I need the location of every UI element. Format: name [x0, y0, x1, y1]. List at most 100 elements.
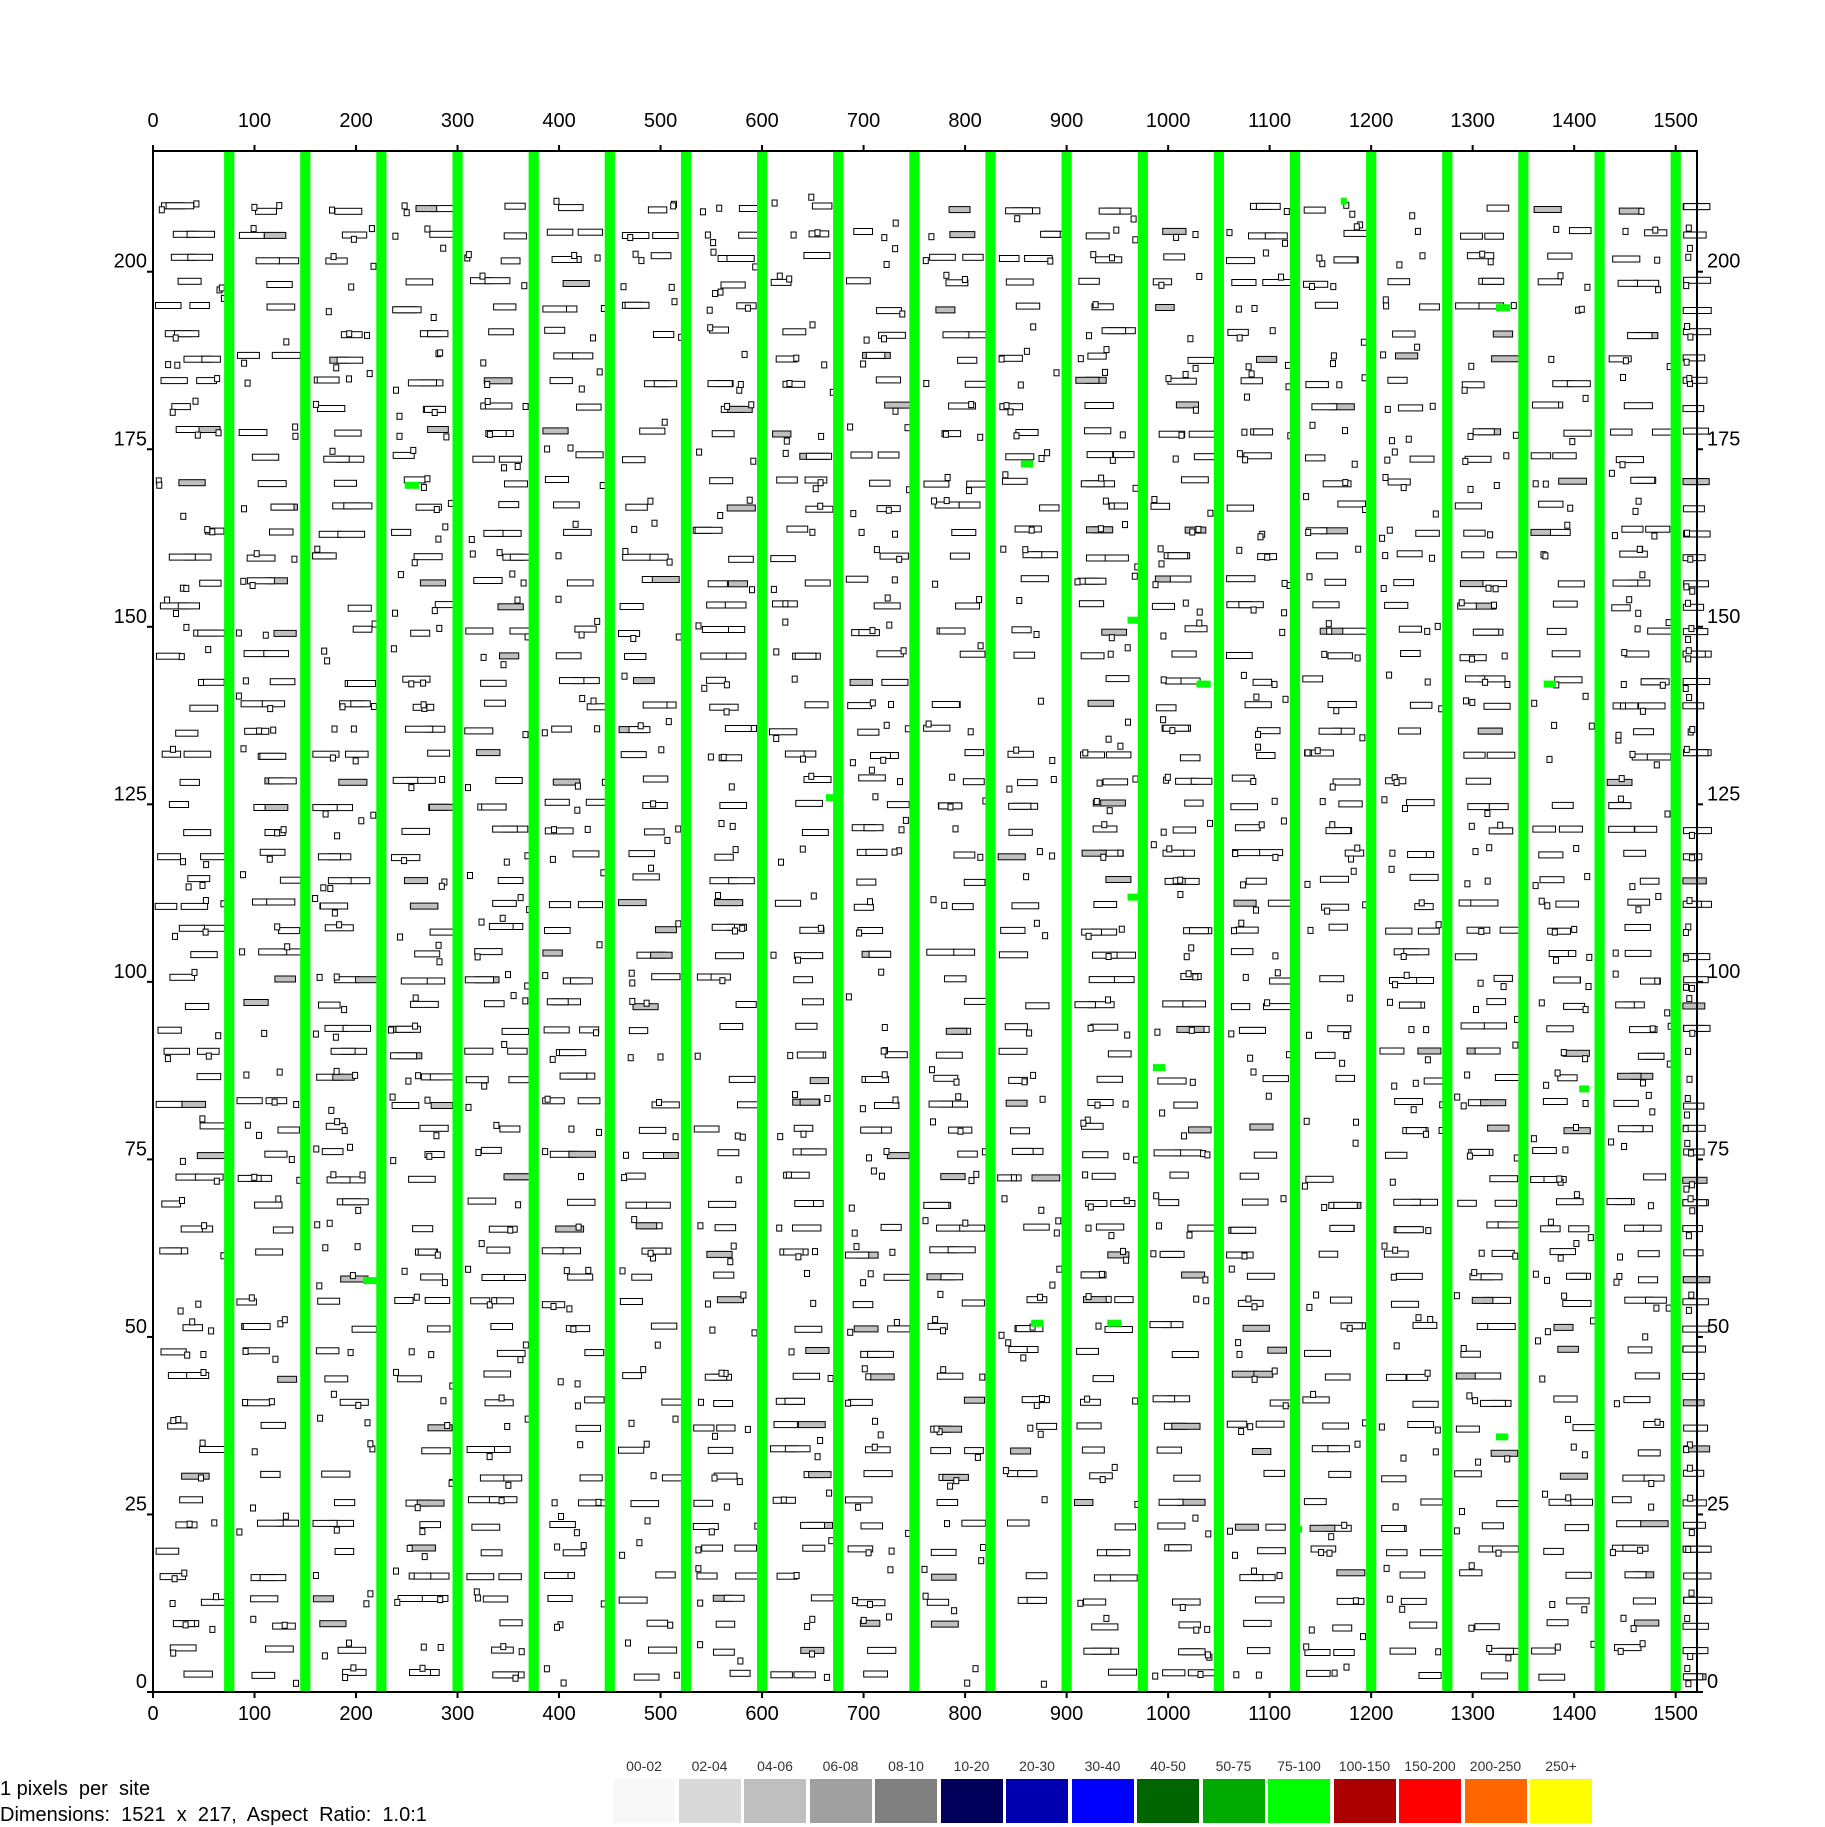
site-cell — [321, 1470, 351, 1478]
site-cell — [701, 626, 730, 633]
site-cell — [1189, 1078, 1196, 1086]
site-cell — [497, 603, 524, 611]
site-cell — [415, 205, 438, 213]
site-cell — [865, 1373, 872, 1381]
site-cell — [158, 206, 165, 214]
site-cell — [1163, 253, 1186, 261]
site-cell — [563, 1267, 570, 1275]
site-cell — [1685, 647, 1692, 655]
site-cell — [1467, 803, 1490, 811]
site-cell — [355, 1401, 362, 1409]
site-cell — [1304, 1649, 1331, 1656]
site-cell — [1532, 401, 1560, 409]
site-cell — [826, 1489, 833, 1497]
site-cell — [1359, 734, 1366, 742]
site-cell — [412, 1022, 419, 1030]
site-cell — [1098, 207, 1121, 215]
x-tick-label-top: 600 — [745, 110, 778, 132]
site-cell — [713, 1271, 735, 1279]
site-cell — [1239, 1172, 1260, 1180]
site-cell — [410, 1000, 439, 1008]
site-cell — [1006, 785, 1013, 793]
site-cell — [811, 202, 833, 210]
site-cell — [246, 577, 275, 585]
site-cell — [1624, 650, 1650, 658]
site-cell — [470, 1297, 491, 1305]
site-cell — [1321, 1204, 1328, 1211]
site-cell — [566, 579, 594, 587]
site-cell — [1399, 1571, 1426, 1579]
site-cell — [824, 1095, 831, 1102]
site-cell — [187, 253, 214, 261]
site-cell — [1632, 1597, 1657, 1605]
site-cell — [1010, 1174, 1017, 1182]
site-cell — [964, 997, 987, 1005]
site-cell — [809, 321, 816, 329]
site-cell — [364, 331, 370, 339]
site-cell — [1686, 1464, 1693, 1472]
site-cell — [951, 1607, 958, 1615]
site-cell — [269, 678, 296, 686]
site-cell — [1328, 1470, 1352, 1478]
site-cell — [358, 817, 365, 825]
site-cell — [585, 1266, 592, 1274]
site-cell — [720, 281, 746, 289]
site-cell — [429, 928, 455, 936]
site-cell — [1013, 651, 1036, 659]
site-cell — [884, 1051, 908, 1059]
site-cell — [817, 924, 824, 932]
site-cell — [1688, 1181, 1695, 1189]
site-cell — [786, 380, 793, 387]
site-cell — [770, 1671, 793, 1679]
site-cell — [1504, 681, 1511, 688]
site-cell — [922, 1217, 929, 1225]
site-cell — [1664, 810, 1671, 818]
site-cell — [1322, 480, 1352, 488]
site-cell — [1318, 727, 1342, 735]
site-cell — [1151, 496, 1158, 503]
site-cell — [396, 432, 403, 440]
site-cell — [1309, 283, 1315, 290]
site-cell — [661, 1398, 683, 1406]
site-cell — [874, 1102, 900, 1109]
site-cell — [1684, 1615, 1691, 1622]
site-cell — [1324, 1373, 1351, 1381]
site-cell — [1419, 303, 1440, 311]
site-cell — [1020, 1354, 1027, 1362]
site-cell — [1162, 1669, 1186, 1677]
site-cell — [852, 1301, 874, 1309]
site-cell — [580, 1542, 587, 1550]
site-cell — [1098, 474, 1105, 482]
legend-label: 250+ — [1545, 1758, 1577, 1774]
site-cell — [1168, 1544, 1192, 1552]
site-cell — [595, 1498, 602, 1506]
site-cell — [1326, 1549, 1333, 1557]
site-cell — [963, 1396, 986, 1404]
site-cell — [265, 1645, 294, 1653]
site-cell — [1578, 305, 1585, 313]
site-cell — [328, 1106, 335, 1114]
site-cell — [642, 701, 668, 709]
site-cell — [929, 253, 956, 261]
column-band — [224, 151, 235, 1692]
site-cell — [1466, 1152, 1473, 1160]
site-cell — [317, 405, 346, 412]
green-block — [1496, 304, 1511, 312]
site-cell — [584, 825, 591, 833]
site-cell — [1111, 1463, 1118, 1471]
site-cell — [238, 231, 265, 239]
site-cell — [490, 1323, 513, 1330]
site-cell — [1572, 1424, 1596, 1432]
site-cell — [1582, 692, 1589, 700]
site-cell — [1253, 693, 1260, 701]
legend-swatch — [1202, 1779, 1265, 1823]
site-cell — [1563, 1002, 1586, 1010]
column-band — [1137, 151, 1148, 1692]
site-cell — [330, 1390, 337, 1398]
site-cell — [1424, 627, 1431, 635]
site-cell — [417, 1248, 438, 1256]
site-cell — [708, 1528, 715, 1536]
site-cell — [1232, 850, 1239, 857]
site-cell — [1499, 926, 1521, 934]
site-cell — [1160, 716, 1167, 724]
